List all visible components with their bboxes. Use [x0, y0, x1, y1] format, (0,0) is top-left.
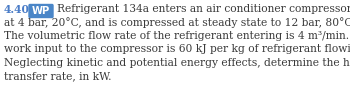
FancyBboxPatch shape	[29, 4, 53, 17]
Text: Refrigerant 134a enters an air conditioner compressor: Refrigerant 134a enters an air condition…	[57, 4, 350, 14]
Text: 4.40: 4.40	[4, 4, 30, 15]
Text: Neglecting kinetic and potential energy effects, determine the heat: Neglecting kinetic and potential energy …	[4, 58, 350, 68]
Text: transfer rate, in kW.: transfer rate, in kW.	[4, 72, 112, 82]
Text: The volumetric flow rate of the refrigerant entering is 4 m³/min. The: The volumetric flow rate of the refriger…	[4, 31, 350, 41]
Text: WP: WP	[32, 6, 50, 16]
Text: work input to the compressor is 60 kJ per kg of refrigerant flowing.: work input to the compressor is 60 kJ pe…	[4, 44, 350, 55]
Text: at 4 bar, 20°C, and is compressed at steady state to 12 bar, 80°C.: at 4 bar, 20°C, and is compressed at ste…	[4, 17, 350, 28]
